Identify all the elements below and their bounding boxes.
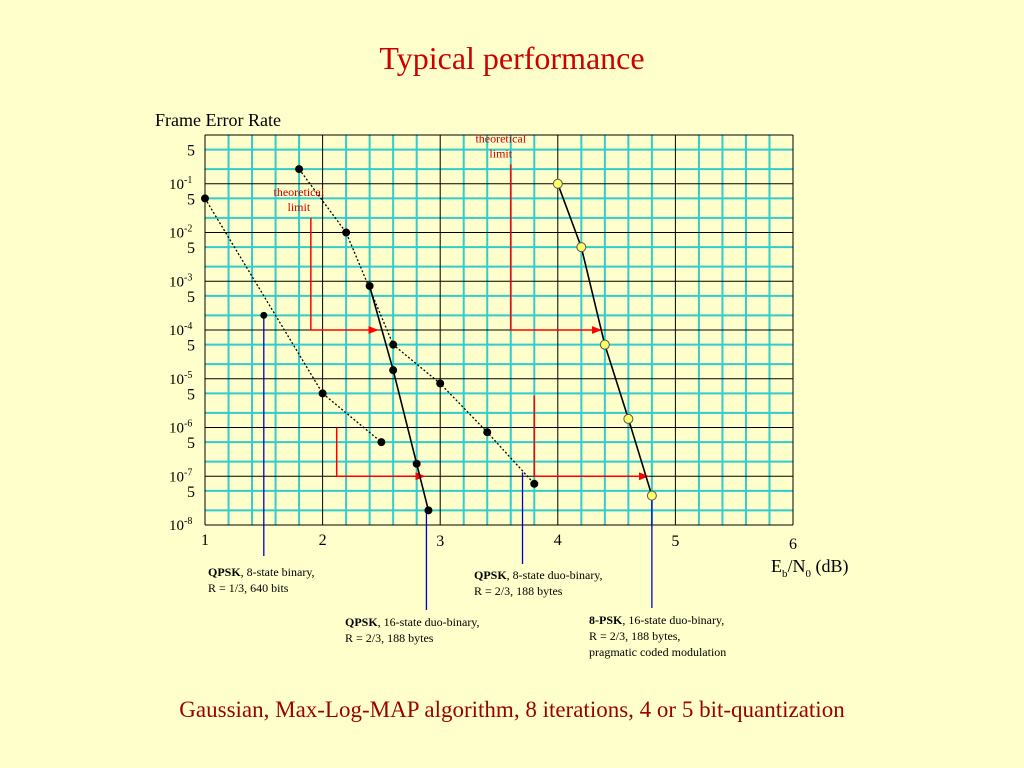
- data-point: [389, 366, 398, 375]
- x-label-sub-0: 0: [806, 568, 812, 580]
- data-point: [260, 311, 268, 319]
- x-tick-label: 4: [554, 532, 562, 549]
- y-tick-label: 10-8: [169, 516, 192, 534]
- chart-grid: [204, 134, 794, 526]
- theoretical-limit-arrow: [510, 164, 602, 334]
- x-tick-label: 5: [671, 533, 679, 550]
- y-tick-five: 5: [187, 240, 195, 257]
- note-qpsk-8state-binary: QPSK, 8-state binary, R = 1/3, 640 bits: [208, 565, 315, 595]
- y-tick-label: 10-4: [169, 321, 192, 339]
- leader-lines: [263, 315, 653, 610]
- data-point: [552, 178, 563, 189]
- theoretical-limit-label: theoretical: [274, 185, 325, 199]
- data-points: [201, 165, 657, 515]
- theoretical-limit-label: limit: [288, 200, 311, 214]
- theoretical-limit-label: theoretical: [475, 131, 526, 145]
- note-8psk-16state-duobinary: 8-PSK, 16-state duo-binary, R = 2/3, 188 …: [589, 613, 727, 659]
- x-tick-label: 6: [789, 536, 797, 553]
- y-tick-five: 5: [187, 484, 195, 501]
- page-title: Typical performance: [379, 40, 645, 76]
- data-point: [412, 459, 421, 468]
- y-tick-label: 10-1: [169, 175, 192, 193]
- data-point: [342, 228, 351, 237]
- y-tick-five: 5: [187, 191, 195, 208]
- data-point: [530, 479, 539, 488]
- data-point: [389, 340, 398, 349]
- y-tick-five: 5: [187, 386, 195, 403]
- x-tick-label: 2: [319, 532, 327, 549]
- y-tick-label: 10-7: [169, 467, 192, 485]
- data-point: [436, 379, 445, 388]
- data-point: [646, 490, 657, 501]
- tick-labels: 1 2 3 4 5 6 10-1 10-2 10-3 10-4 10-5 10-6 10-7 10-8 5 5…: [169, 143, 797, 553]
- y-tick-label: 10-2: [169, 224, 192, 242]
- theoretical-limit-arrow: [310, 217, 379, 334]
- y-tick-five: 5: [187, 435, 195, 452]
- theoretical-limit-arrows: [310, 164, 649, 481]
- note-qpsk-8state-duobinary: QPSK, 8-state duo-binary, R = 2/3, 188 by…: [474, 568, 603, 598]
- note-qpsk-16state-duobinary: QPSK, 16-state duo-binary, R = 2/3, 188 b…: [345, 615, 480, 645]
- series-line-2: [298, 168, 535, 485]
- x-label-mid: /N: [788, 556, 806, 576]
- theoretical-limit-label: limit: [489, 146, 512, 160]
- y-tick-five: 5: [187, 143, 195, 160]
- x-axis-label: Eb/N0 (dB): [771, 556, 849, 580]
- theoretical-limit-arrow: [335, 427, 426, 481]
- series-lines: [204, 168, 653, 511]
- y-tick-five: 5: [187, 338, 195, 355]
- data-point: [365, 281, 374, 290]
- x-label-sub-b: b: [782, 568, 788, 580]
- data-point: [201, 194, 209, 203]
- data-point: [295, 165, 304, 174]
- data-point: [483, 428, 492, 437]
- y-tick-label: 10-3: [169, 272, 192, 290]
- y-tick-label: 10-5: [169, 370, 192, 388]
- x-tick-label: 3: [436, 533, 444, 550]
- series-line-1: [204, 198, 382, 443]
- data-point: [623, 413, 634, 424]
- data-point: [377, 438, 386, 447]
- data-point: [424, 506, 433, 515]
- x-label-base: E: [771, 556, 782, 576]
- x-label-tail: (dB): [811, 556, 849, 577]
- data-point: [318, 389, 327, 398]
- x-tick-label: 1: [201, 532, 209, 549]
- data-point: [599, 339, 610, 350]
- data-point: [576, 242, 587, 253]
- y-tick-five: 5: [187, 289, 195, 306]
- series-line-3: [368, 285, 430, 511]
- y-tick-label: 10-6: [169, 419, 192, 437]
- y-axis-label: Frame Error Rate: [155, 110, 281, 130]
- footer-caption: Gaussian, Max-Log-MAP algorithm, 8 itera…: [179, 697, 845, 722]
- theoretical-limit-arrow: [533, 395, 649, 481]
